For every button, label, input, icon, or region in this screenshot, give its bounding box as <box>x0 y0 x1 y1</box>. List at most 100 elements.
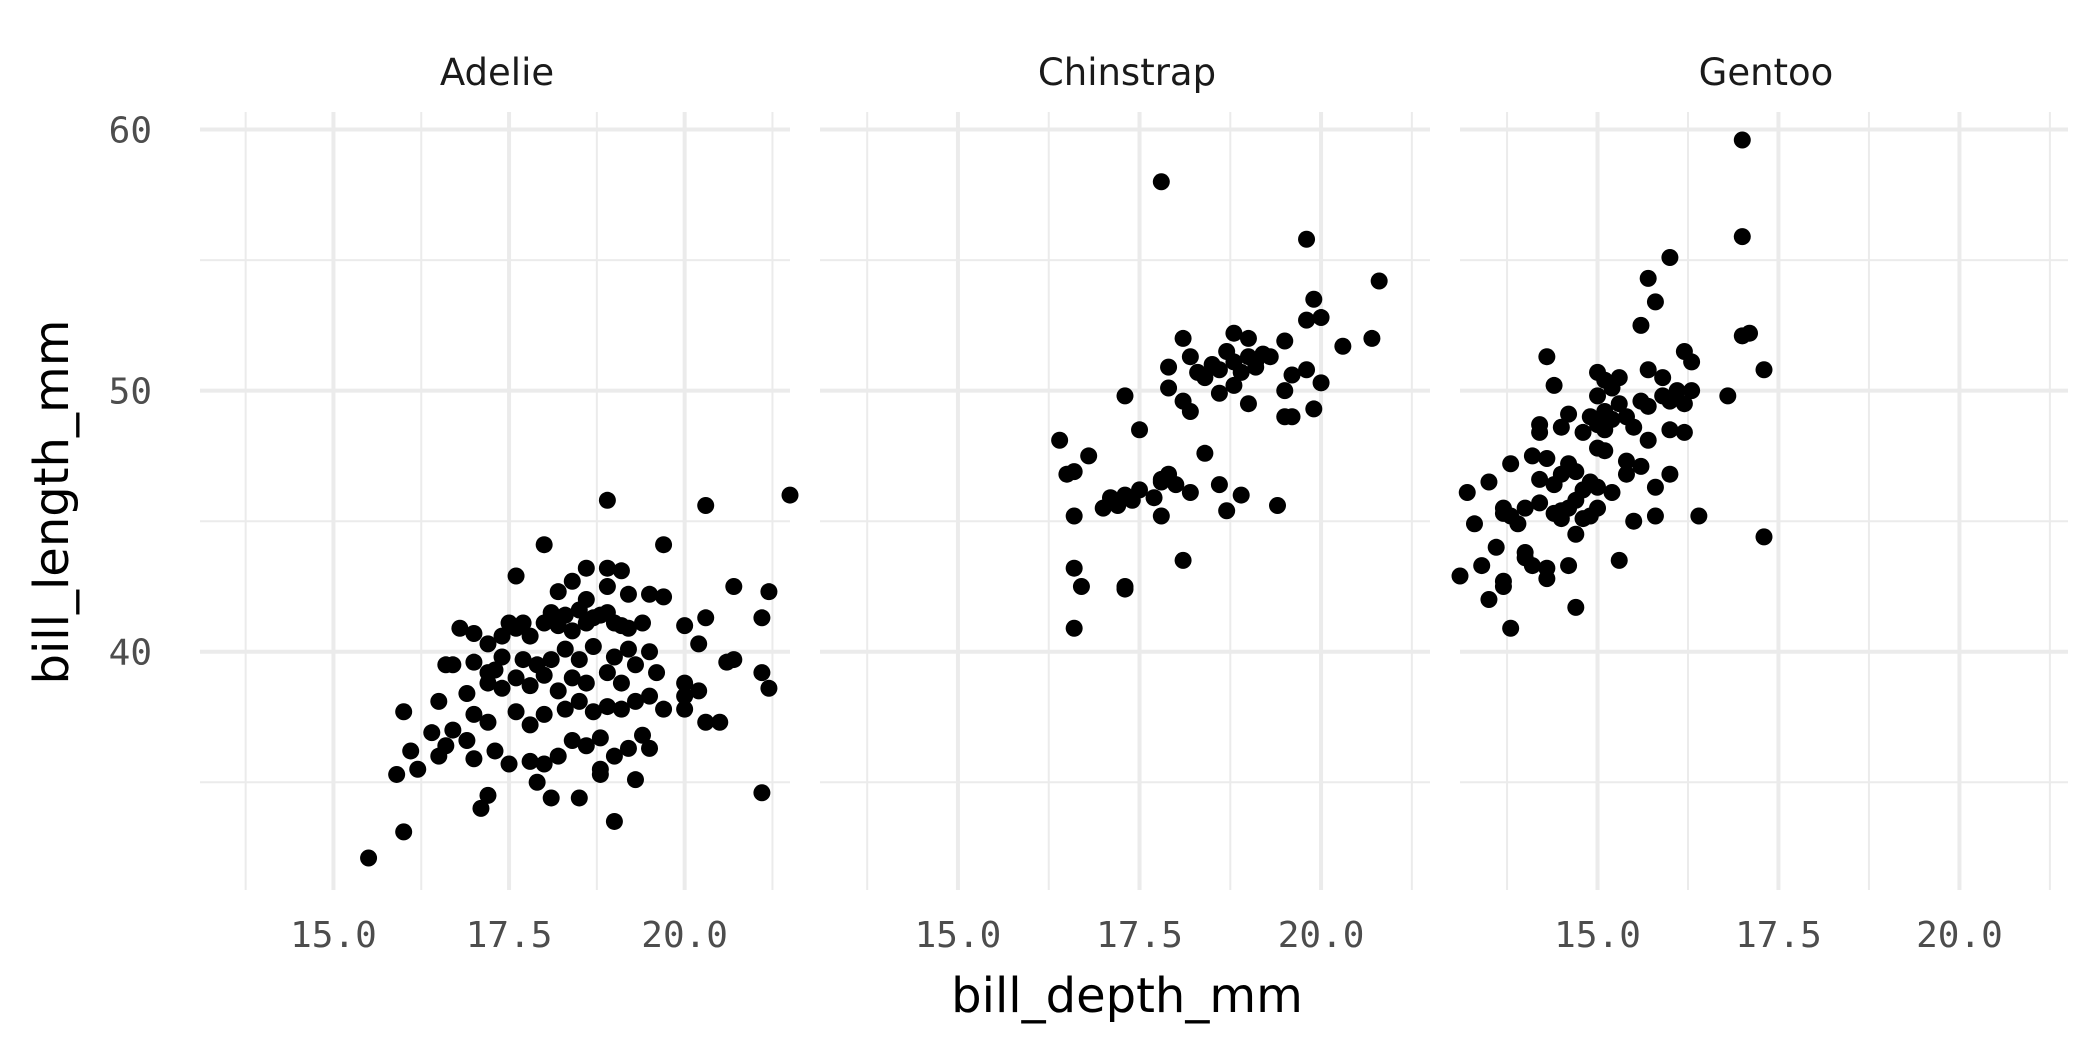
data-point <box>521 677 539 695</box>
data-point <box>598 491 616 509</box>
data-point <box>1160 379 1178 397</box>
data-point <box>1131 421 1149 439</box>
data-point <box>1719 387 1737 405</box>
data-point <box>507 567 525 585</box>
data-point <box>514 651 532 669</box>
data-point <box>641 585 659 603</box>
data-point <box>549 583 567 601</box>
data-point <box>1261 348 1279 366</box>
data-point <box>1574 423 1592 441</box>
data-point <box>1298 311 1316 329</box>
data-point <box>1210 384 1228 402</box>
data-point <box>1465 515 1483 533</box>
x-tick-label: 17.5 <box>1096 915 1183 956</box>
data-point <box>1283 408 1301 426</box>
data-point <box>1552 418 1570 436</box>
data-point <box>500 755 518 773</box>
data-point <box>465 653 483 671</box>
x-tick-label: 20.0 <box>1278 915 1365 956</box>
data-point <box>612 617 630 635</box>
data-point <box>1733 228 1751 246</box>
facet-panel-chinstrap: Chinstrap 15.0 17.5 20.0 <box>820 51 1430 956</box>
data-point <box>1625 512 1643 530</box>
data-point <box>676 617 694 635</box>
data-point <box>1589 478 1607 496</box>
data-point <box>1654 369 1672 387</box>
data-point <box>465 705 483 723</box>
data-point <box>1065 463 1083 481</box>
data-point <box>1639 431 1657 449</box>
y-axis-title: bill_length_mm <box>24 320 80 685</box>
data-point <box>1283 366 1301 384</box>
data-point <box>1065 559 1083 577</box>
data-point <box>1675 395 1693 413</box>
data-point <box>634 726 651 744</box>
data-point <box>619 739 637 757</box>
data-point <box>479 713 497 731</box>
data-point <box>1458 483 1476 501</box>
data-point <box>641 739 659 757</box>
data-point <box>690 682 708 700</box>
data-point <box>1363 329 1381 347</box>
data-point <box>1502 455 1520 473</box>
data-point <box>465 624 483 642</box>
x-tick-label: 15.0 <box>915 915 1002 956</box>
data-point <box>619 640 637 658</box>
data-point <box>1545 376 1563 394</box>
data-point <box>1065 507 1083 525</box>
x-tick-label: 17.5 <box>466 915 553 956</box>
data-point <box>626 692 644 710</box>
data-point <box>1531 470 1549 488</box>
data-point <box>430 692 448 710</box>
data-point <box>711 713 729 731</box>
data-point <box>577 737 595 755</box>
data-point <box>655 700 673 718</box>
data-point <box>514 614 532 632</box>
data-point <box>528 656 546 674</box>
data-point <box>1509 515 1527 533</box>
data-point <box>1617 408 1635 426</box>
data-point <box>1567 598 1585 616</box>
data-point <box>1755 361 1773 379</box>
data-point <box>655 588 673 606</box>
data-point <box>479 635 497 653</box>
data-point <box>1538 348 1556 366</box>
data-point <box>676 700 694 718</box>
data-point <box>1639 361 1657 379</box>
data-point <box>1523 557 1541 575</box>
data-point <box>697 497 715 515</box>
data-point <box>570 692 588 710</box>
facet-label-chinstrap: Chinstrap <box>1038 51 1216 94</box>
data-point <box>451 619 469 637</box>
data-point <box>626 771 644 789</box>
data-point <box>1072 577 1090 595</box>
data-point <box>528 773 546 791</box>
y-tick-label: 60 <box>109 111 152 152</box>
data-point <box>1181 483 1199 501</box>
data-point <box>395 823 413 841</box>
data-point <box>1305 290 1323 308</box>
data-point <box>1661 248 1679 266</box>
data-point <box>556 606 574 624</box>
data-point <box>577 559 595 577</box>
data-point <box>549 747 567 765</box>
data-point <box>1181 348 1199 366</box>
data-point <box>1589 387 1607 405</box>
data-point <box>598 604 616 622</box>
data-point <box>1610 395 1628 413</box>
data-point <box>521 716 539 734</box>
data-point <box>486 742 504 760</box>
data-point <box>402 742 420 760</box>
data-point <box>1610 551 1628 569</box>
data-point <box>605 812 623 830</box>
data-point <box>584 609 602 627</box>
data-point <box>1632 316 1650 334</box>
data-point <box>690 635 708 653</box>
data-point <box>1683 353 1701 371</box>
data-point <box>458 685 476 703</box>
data-point <box>1661 421 1679 439</box>
data-point <box>1567 463 1585 481</box>
data-point <box>1065 619 1083 637</box>
